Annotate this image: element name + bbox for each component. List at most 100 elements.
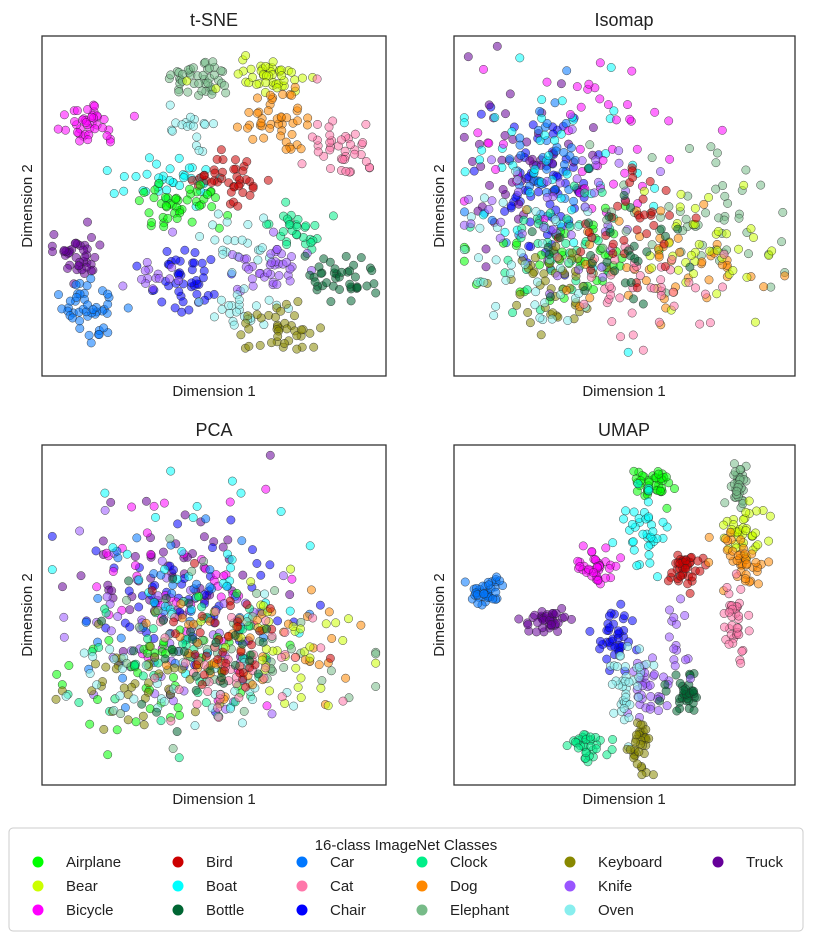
panel-tsne: t-SNE Dimension 1 Dimension 2 <box>19 10 387 400</box>
point-bottle <box>626 203 635 213</box>
point-oven <box>531 207 541 216</box>
point-knife <box>267 258 276 267</box>
point-dog <box>699 199 709 209</box>
point-dog <box>742 559 752 569</box>
point-bicycle <box>601 573 610 583</box>
point-cat <box>691 283 700 293</box>
point-bear <box>639 186 649 196</box>
point-oven <box>159 697 169 707</box>
point-clock <box>508 308 518 318</box>
point-bottle <box>629 241 639 251</box>
point-boat <box>151 512 160 522</box>
point-elephant <box>706 142 716 152</box>
point-elephant <box>720 191 730 201</box>
point-bird <box>639 210 649 220</box>
point-boat <box>619 514 628 524</box>
point-oven <box>530 300 540 310</box>
point-oven <box>192 132 202 142</box>
point-cat <box>719 249 729 259</box>
point-elephant <box>286 644 296 654</box>
point-elephant <box>735 465 745 474</box>
point-elephant <box>242 617 252 627</box>
point-bicycle <box>589 568 598 578</box>
point-car <box>120 703 130 713</box>
point-truck <box>48 247 57 257</box>
point-bird <box>247 640 256 650</box>
point-truck <box>58 582 67 592</box>
point-keyboard <box>293 297 303 307</box>
point-boat <box>119 172 129 181</box>
point-knife <box>589 188 599 198</box>
point-knife <box>656 167 665 177</box>
point-oven <box>243 220 253 229</box>
point-bicycle <box>575 562 585 572</box>
point-clock <box>278 227 288 237</box>
point-elephant <box>203 78 213 88</box>
point-cat <box>277 652 286 662</box>
point-bottle <box>527 227 537 237</box>
point-bear <box>287 67 296 77</box>
point-clock <box>282 240 292 249</box>
point-cat <box>361 119 371 129</box>
point-oven <box>479 193 489 203</box>
point-oven <box>141 660 151 670</box>
point-bicycle <box>473 128 483 138</box>
point-bicycle <box>129 111 139 121</box>
point-clock <box>293 214 303 224</box>
legend-item-cat: Cat <box>296 878 354 895</box>
point-airplane <box>93 695 102 704</box>
point-knife <box>548 225 558 235</box>
point-cat <box>160 633 170 643</box>
point-keyboard <box>271 312 280 322</box>
point-keyboard <box>123 715 133 725</box>
point-cat <box>635 271 645 281</box>
point-keyboard <box>636 720 646 730</box>
point-truck <box>218 542 228 552</box>
point-bottle <box>167 644 177 654</box>
point-clock <box>130 661 140 670</box>
point-bird <box>221 658 231 668</box>
point-oven <box>616 651 625 661</box>
point-cat <box>649 283 659 293</box>
point-car <box>569 196 579 206</box>
point-car <box>57 304 67 314</box>
point-bicycle <box>576 102 586 112</box>
point-boat <box>608 538 618 548</box>
point-bird <box>691 213 701 223</box>
point-oven <box>573 221 583 231</box>
point-truck <box>49 230 59 239</box>
point-boat <box>184 163 194 173</box>
point-airplane <box>154 179 164 188</box>
point-elephant <box>317 676 327 686</box>
point-elephant <box>711 184 721 194</box>
point-bear <box>252 79 262 89</box>
point-bicycle <box>625 114 635 124</box>
point-airplane <box>632 486 642 496</box>
point-bottle <box>356 253 366 263</box>
legend-label: Keyboard <box>598 854 662 871</box>
point-elephant <box>326 666 336 676</box>
point-truck <box>95 240 105 250</box>
point-elephant <box>187 566 197 576</box>
point-knife <box>542 193 552 203</box>
point-dog <box>704 557 714 567</box>
point-clock <box>174 753 184 763</box>
point-cat <box>346 140 356 150</box>
point-truck <box>125 605 135 615</box>
point-keyboard <box>138 711 148 721</box>
point-bear <box>305 653 315 663</box>
point-boat <box>648 527 658 537</box>
point-boat <box>188 513 198 523</box>
point-truck <box>514 199 524 209</box>
point-boat <box>144 153 154 163</box>
point-dog <box>244 107 254 117</box>
point-car <box>542 118 552 128</box>
point-oven <box>516 248 526 258</box>
point-bear <box>742 272 752 282</box>
point-chair <box>197 258 207 268</box>
point-truck <box>199 532 209 542</box>
point-bear <box>293 682 303 692</box>
point-car <box>473 599 483 608</box>
point-bird <box>192 660 201 670</box>
point-boat <box>621 506 631 516</box>
